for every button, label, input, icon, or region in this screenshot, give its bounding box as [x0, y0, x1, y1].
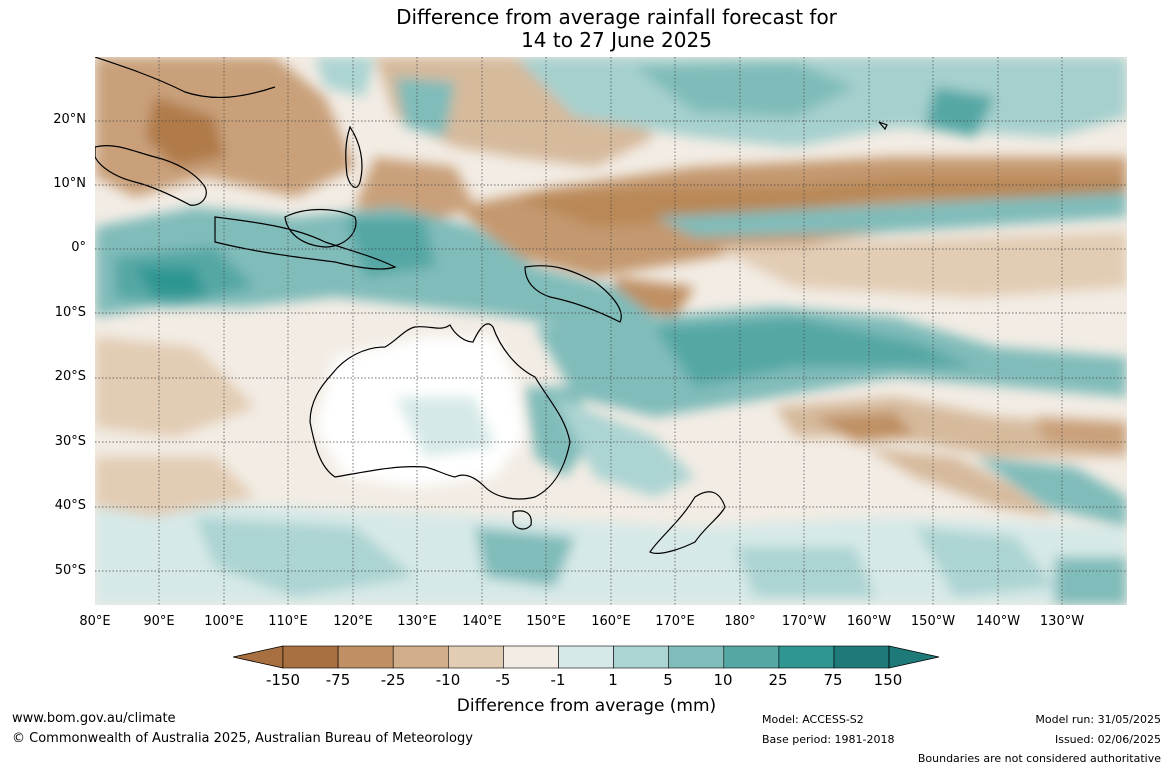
lat-label-40s: 40°S — [54, 498, 86, 513]
chart-title-line2: 14 to 27 June 2025 — [521, 28, 712, 52]
base-period: Base period: 1981-2018 — [762, 733, 895, 746]
lon-label-180: 180° — [724, 614, 756, 629]
lon-label-120e: 120°E — [333, 614, 373, 629]
legend-swatch — [833, 645, 890, 669]
sumatra-java-coast — [214, 216, 397, 270]
legend-tick: -75 — [325, 671, 351, 689]
lat-label-50s: 50°S — [54, 563, 86, 578]
lon-label-140e: 140°E — [462, 614, 502, 629]
legend-tick: 150 — [873, 671, 903, 689]
rainfall-map — [95, 57, 1127, 605]
legend-swatch — [448, 645, 504, 669]
lon-label-130e: 130°E — [397, 614, 437, 629]
legend-swatch — [392, 645, 449, 669]
graticule — [95, 57, 1127, 605]
lon-label-160w: 160°W — [846, 614, 892, 629]
lat-label-20n: 20°N — [53, 112, 86, 127]
new-guinea-coast — [524, 265, 622, 323]
lat-label-20s: 20°S — [54, 369, 86, 384]
lon-label-80e: 80°E — [79, 614, 111, 629]
lon-label-130w: 130°W — [1039, 614, 1085, 629]
coastlines — [95, 57, 888, 554]
legend-swatch — [778, 645, 835, 669]
lon-label-150w: 150°W — [910, 614, 956, 629]
legend-tick: -25 — [380, 671, 406, 689]
website-link[interactable]: www.bom.gov.au/climate — [12, 711, 176, 726]
legend-swatch — [723, 645, 780, 669]
lon-label-160e: 160°E — [591, 614, 631, 629]
borneo-coast — [284, 208, 357, 248]
legend-swatch — [558, 645, 614, 669]
legend-tick: 5 — [663, 671, 673, 689]
lon-label-110e: 110°E — [268, 614, 308, 629]
copyright-text: © Commonwealth of Australia 2025, Austra… — [12, 731, 473, 746]
legend-tick: 1 — [608, 671, 618, 689]
legend-swatch — [503, 645, 559, 669]
legend-arrow-low — [233, 645, 284, 669]
lon-label-90e: 90°E — [143, 614, 175, 629]
lat-label-0: 0° — [71, 240, 86, 255]
lon-label-150e: 150°E — [526, 614, 566, 629]
issued-date: Issued: 02/06/2025 — [1054, 733, 1161, 746]
model-name: Model: ACCESS-S2 — [762, 713, 864, 726]
legend-swatch — [337, 645, 394, 669]
legend-tick: -150 — [265, 671, 301, 689]
model-run-date: Model run: 31/05/2025 — [1035, 713, 1161, 726]
lat-label-10n: 10°N — [53, 176, 86, 191]
legend-tick: -5 — [495, 671, 511, 689]
legend-tick: -1 — [550, 671, 566, 689]
philippines-coast — [345, 125, 363, 188]
australia-coast — [309, 323, 571, 500]
legend-swatch — [282, 645, 339, 669]
legend-swatch — [613, 645, 670, 669]
legend-tick: 10 — [713, 671, 733, 689]
china-coast — [95, 57, 276, 99]
lat-label-10s: 10°S — [54, 305, 86, 320]
legend-tick: 25 — [768, 671, 788, 689]
lon-label-170e: 170°E — [655, 614, 695, 629]
lon-label-100e: 100°E — [204, 614, 244, 629]
legend-tick: 75 — [823, 671, 843, 689]
legend-swatch — [668, 645, 725, 669]
tasmania-coast — [512, 510, 532, 530]
legend-tick: -10 — [435, 671, 461, 689]
boundaries-disclaimer: Boundaries are not considered authoritat… — [917, 752, 1161, 765]
new-zealand-coast — [649, 491, 726, 554]
legend-arrow-high — [888, 645, 940, 669]
lat-label-30s: 30°S — [54, 434, 86, 449]
legend-colorbar — [233, 645, 940, 669]
lon-label-170w: 170°W — [781, 614, 827, 629]
lon-label-140w: 140°W — [975, 614, 1021, 629]
legend-title: Difference from average (mm) — [456, 696, 717, 716]
chart-title-line1: Difference from average rainfall forecas… — [396, 5, 837, 29]
indochina-coast — [95, 145, 207, 206]
hawaii-coast — [878, 121, 888, 131]
